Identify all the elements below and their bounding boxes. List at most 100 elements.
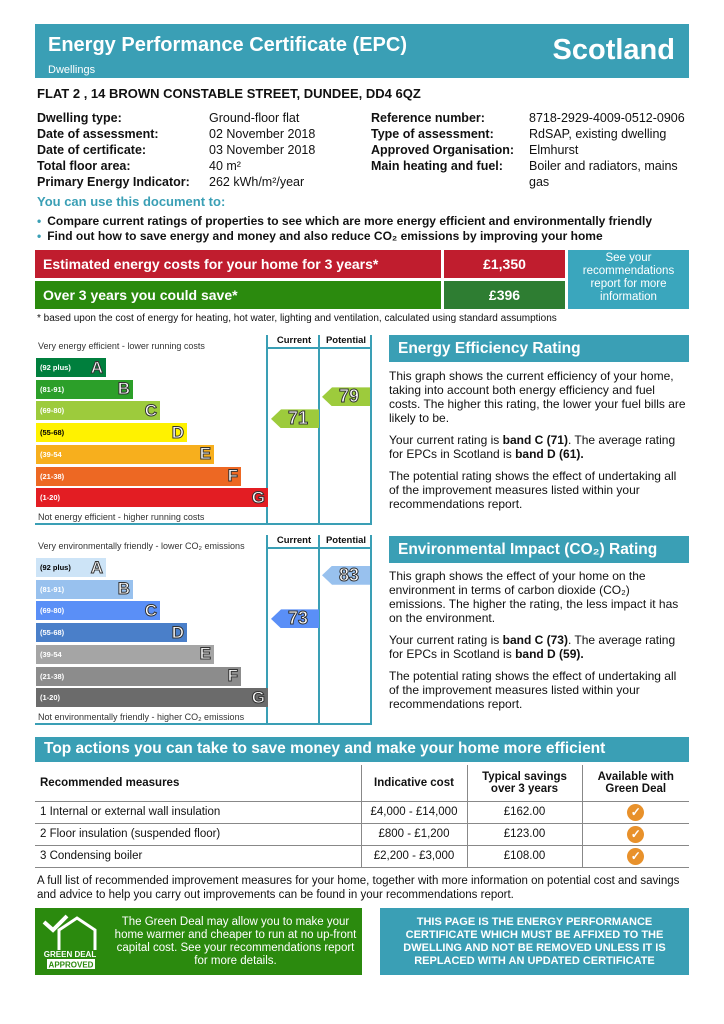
band-g-bar: (1-20) G: [36, 687, 268, 708]
column-divider: [266, 535, 268, 723]
green-deal-text: The Green Deal may allow you to make you…: [114, 916, 357, 967]
table-row: 2 Floor insulation (suspended floor) £800…: [35, 823, 689, 846]
details-left-labels: Dwelling type: Date of assessment: Date of…: [37, 110, 197, 190]
band-letter: E: [199, 444, 211, 464]
band-b-bar: (81-91) B: [36, 379, 133, 399]
energy-efficiency-text: This graph shows the current efficiency …: [389, 369, 689, 519]
paragraph: This graph shows the current efficiency …: [389, 369, 686, 425]
environmental-impact-heading: Environmental Impact (CO₂) Rating: [389, 536, 689, 563]
detail-value: 262 kWh/m²/year: [209, 175, 305, 189]
details-left-values: Ground-floor flat 02 November 2018 03 Nove…: [209, 110, 369, 190]
band-range: (81-91): [40, 584, 65, 594]
paragraph: Your current rating is band C (71). The …: [389, 433, 676, 461]
paragraph: This graph shows the effect of your home…: [389, 569, 679, 625]
column-divider: [318, 535, 320, 723]
environmental-impact-chart: Current Potential Very environmentally fri…: [35, 535, 372, 725]
measure: 1 Internal or external wall insulation: [35, 801, 362, 824]
detail-label: Date of assessment:: [37, 127, 159, 141]
band-letter: D: [171, 422, 184, 442]
bullet-item: • Find out how to save energy and money a…: [37, 229, 603, 243]
savings-label: Over 3 years you could save*: [35, 281, 441, 309]
detail-value: RdSAP, existing dwelling: [529, 127, 667, 141]
measure: 3 Condensing boiler: [35, 845, 362, 868]
bottom-caption: Not energy efficient - higher running co…: [38, 512, 205, 522]
band-letter: G: [251, 487, 265, 507]
band-range: (69-80): [40, 606, 65, 616]
current-column-header: Current: [268, 535, 320, 549]
table-header-row: Recommended measures Indicative cost Typ…: [35, 765, 689, 802]
savings-value: £396: [444, 281, 565, 309]
band-letter: B: [117, 379, 130, 399]
detail-label: Type of assessment:: [371, 127, 494, 141]
bullet-text: Compare current ratings of properties to…: [47, 214, 653, 228]
band-e-bar: (39-54 E: [36, 644, 214, 664]
column-header: Typical savings over 3 years: [467, 765, 583, 802]
band-letter: C: [144, 600, 157, 620]
property-address: FLAT 2 , 14 BROWN CONSTABLE STREET, DUND…: [37, 86, 421, 101]
band-letter: E: [199, 644, 211, 664]
band-g-bar: (1-20) G: [36, 487, 268, 508]
green-deal-logo: GREEN DEAL APPROVED: [42, 914, 97, 970]
paragraph: The potential rating shows the effect of…: [389, 669, 677, 711]
check-icon: ✓: [627, 825, 645, 843]
band-f-bar: (21-38) F: [36, 466, 241, 486]
savings: £108.00: [467, 845, 583, 868]
band-a-bar: (92 plus) A: [36, 357, 106, 377]
cost: £800 - £1,200: [361, 823, 468, 846]
band-d-bar: (55-68) D: [36, 422, 187, 443]
band-range: (39-54: [40, 449, 62, 459]
use-heading: You can use this document to:: [37, 194, 226, 209]
svg-text:APPROVED: APPROVED: [49, 961, 94, 970]
detail-label: Reference number:: [371, 111, 485, 125]
band-b-bar: (81-91) B: [36, 579, 133, 599]
current-column-header: Current: [268, 335, 320, 349]
energy-efficiency-chart: Current Potential Very energy efficient - …: [35, 335, 372, 525]
details-right-values: 8718-2929-4009-0512-0906 RdSAP, existing …: [529, 110, 689, 190]
estimated-cost-label: Estimated energy costs for your home for…: [35, 250, 441, 278]
detail-value: 8718-2929-4009-0512-0906: [529, 111, 685, 125]
region-label: Scotland: [552, 34, 675, 66]
paragraph: Your current rating is band C (73). The …: [389, 633, 676, 661]
recommended-measures-table: Recommended measures Indicative cost Typ…: [35, 765, 689, 868]
savings: £162.00: [467, 801, 583, 824]
paragraph: The potential rating shows the effect of…: [389, 469, 677, 511]
band-c-bar: (69-80) C: [36, 400, 160, 421]
band-letter: D: [171, 622, 184, 642]
potential-column-header: Potential: [320, 335, 372, 349]
detail-value: Elmhurst: [529, 143, 579, 157]
detail-value: 03 November 2018: [209, 143, 316, 157]
potential-rating-arrow: 79: [322, 387, 370, 407]
band-range: (39-54: [40, 649, 62, 659]
savings: £123.00: [467, 823, 583, 846]
page-notice: THIS PAGE IS THE ENERGY PERFORMANCE CERT…: [380, 908, 689, 975]
potential-column-header: Potential: [320, 535, 372, 549]
check-icon: ✓: [627, 803, 645, 821]
detail-value: Ground-floor flat: [209, 111, 300, 125]
table-row: 1 Internal or external wall insulation £4…: [35, 801, 689, 824]
band-letter: G: [251, 687, 265, 707]
green-deal-box: GREEN DEAL APPROVED The Green Deal may a…: [35, 908, 362, 975]
check-icon: ✓: [627, 847, 645, 865]
band-range: (55-68): [40, 628, 65, 638]
band-range: (1-20): [40, 493, 61, 503]
details-right-labels: Reference number: Type of assessment: Appr…: [371, 110, 531, 174]
band-letter: A: [90, 557, 103, 577]
full-list-note: A full list of recommended improvement m…: [37, 875, 680, 901]
detail-value: 40 m²: [209, 159, 241, 173]
column-divider: [370, 335, 372, 523]
header-banner: Energy Performance Certificate (EPC) Dwe…: [35, 24, 689, 78]
band-letter: C: [144, 400, 157, 420]
column-header: Indicative cost: [361, 765, 468, 802]
see-recommendations-box: See your recommendations report for more…: [568, 250, 689, 309]
current-rating-arrow: 71: [271, 409, 319, 429]
band-range: (81-91): [40, 384, 65, 394]
detail-label: Dwelling type:: [37, 111, 122, 125]
column-divider: [266, 335, 268, 523]
bottom-caption: Not environmentally friendly - higher CO…: [38, 712, 245, 722]
bullet-item: • Compare current ratings of properties t…: [37, 214, 653, 228]
cost-footnote: * based upon the cost of energy for heat…: [37, 313, 557, 324]
detail-label: Primary Energy Indicator:: [37, 175, 190, 189]
cost: £4,000 - £14,000: [361, 801, 468, 824]
page-subtitle: Dwellings: [48, 64, 96, 76]
top-actions-heading: Top actions you can take to save money a…: [35, 737, 689, 762]
